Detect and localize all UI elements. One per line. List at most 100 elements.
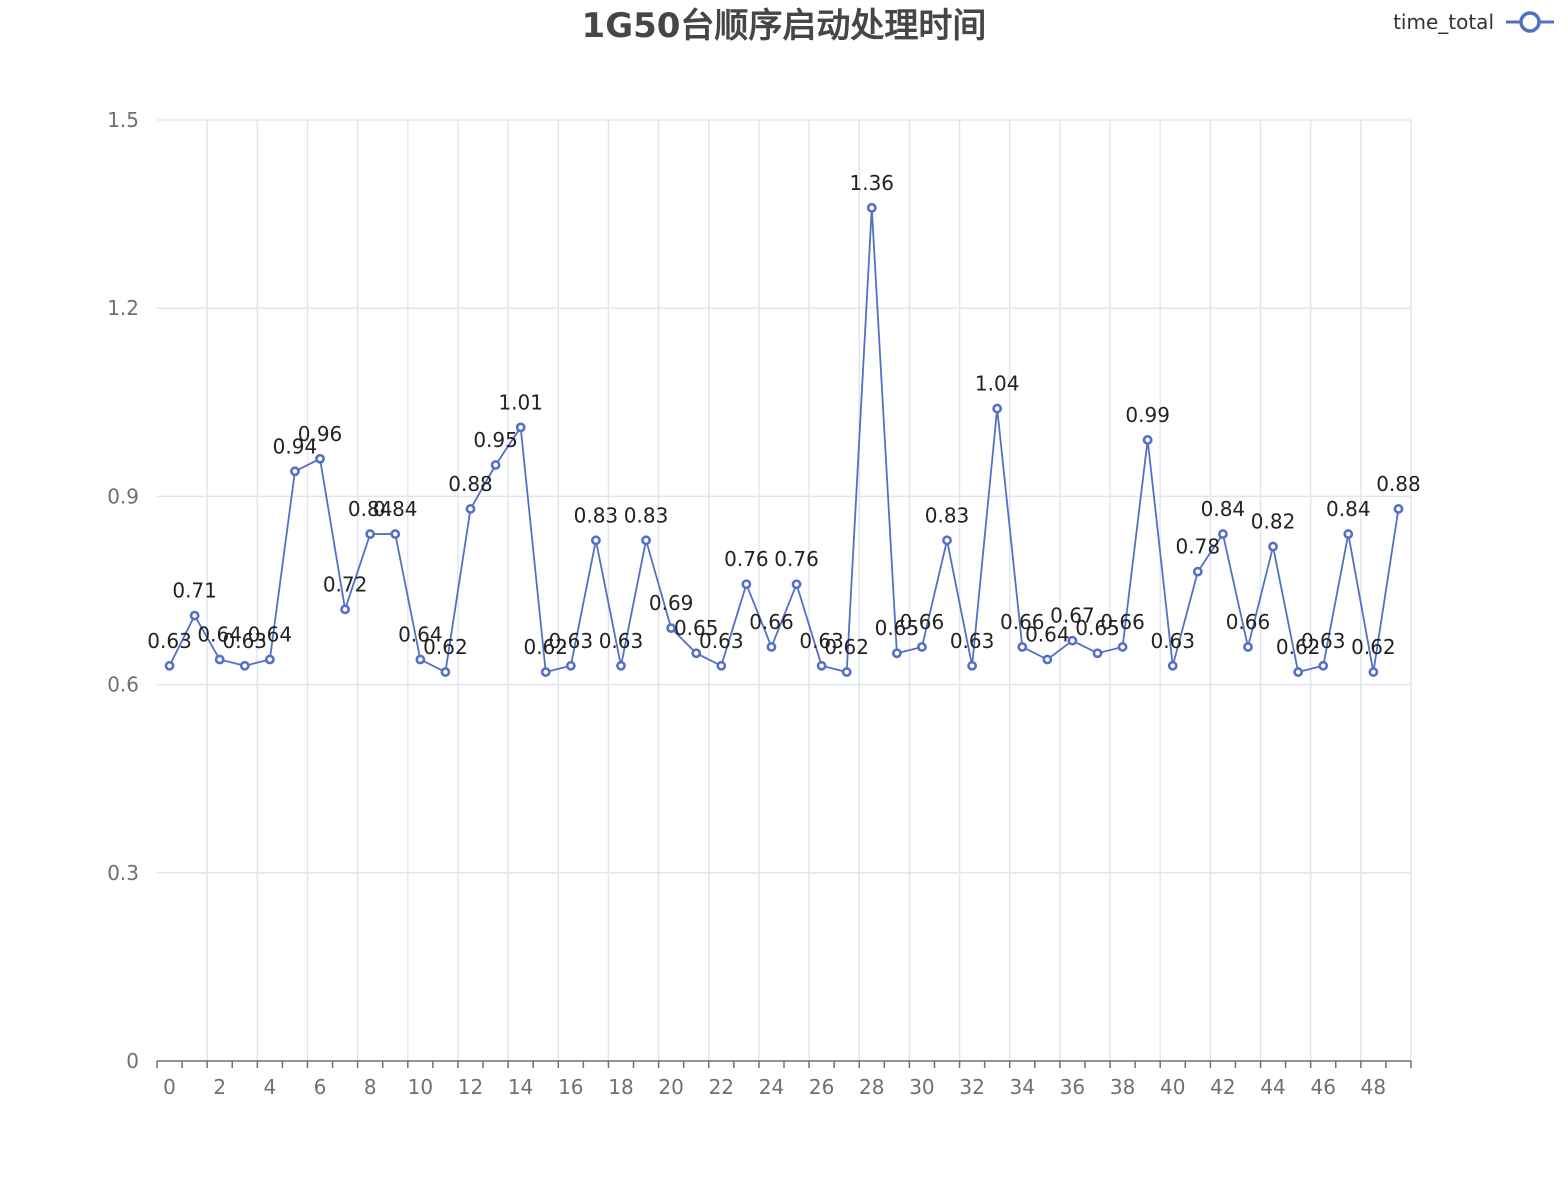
x-tick-label: 38 (1110, 1075, 1135, 1099)
x-tick-label: 14 (508, 1075, 533, 1099)
data-point (1117, 642, 1128, 652)
data-point (465, 504, 476, 514)
x-tick-label: 6 (314, 1075, 327, 1099)
data-label: 0.66 (749, 610, 794, 634)
data-label: 0.88 (1376, 472, 1421, 496)
data-label: 0.63 (799, 629, 844, 653)
data-point (1192, 566, 1203, 577)
data-point (942, 535, 952, 546)
series-line (168, 207, 1400, 674)
data-point (992, 403, 1003, 414)
data-label: 1.04 (975, 372, 1020, 396)
data-point (565, 660, 576, 671)
data-label: 0.66 (1226, 610, 1271, 634)
x-tick-label: 34 (1010, 1075, 1035, 1099)
data-point (816, 660, 827, 671)
data-point (440, 667, 451, 677)
y-tick-label: 0.9 (107, 484, 139, 508)
data-label: 1.01 (498, 390, 543, 414)
data-point (340, 604, 350, 615)
x-tick-label: 16 (558, 1075, 583, 1099)
data-point (189, 610, 200, 621)
data-point (841, 667, 852, 677)
data-label: 0.64 (248, 623, 293, 647)
legend-label: time_total (1393, 10, 1494, 34)
data-label: 0.63 (599, 629, 644, 653)
x-tick-label: 30 (909, 1075, 934, 1099)
data-label: 0.63 (950, 629, 995, 653)
data-label: 0.63 (549, 629, 594, 653)
x-tick-label: 32 (959, 1075, 984, 1099)
x-tick-label: 0 (163, 1075, 176, 1099)
legend[interactable]: time_total (1393, 6, 1556, 38)
data-point (1218, 529, 1228, 539)
y-tick-label: 0 (126, 1049, 139, 1073)
data-label: 0.63 (699, 629, 744, 653)
data-point (1243, 642, 1253, 652)
data-point (515, 422, 526, 433)
data-point (1167, 660, 1178, 671)
data-point (917, 642, 927, 652)
data-label: 0.76 (774, 547, 819, 571)
data-point (164, 660, 175, 671)
data-label: 0.65 (875, 616, 920, 640)
data-label: 1.36 (850, 171, 895, 195)
data-point (1067, 635, 1078, 646)
x-tick-label: 18 (608, 1075, 633, 1099)
y-tick-label: 0.6 (107, 673, 139, 697)
data-point (691, 648, 702, 659)
data-label: 0.64 (1025, 623, 1070, 647)
data-point (390, 529, 401, 539)
data-label: 0.62 (423, 635, 468, 659)
legend-line-marker-icon (1506, 11, 1554, 33)
data-point (1268, 541, 1278, 552)
x-tick-label: 10 (408, 1075, 433, 1099)
data-point (866, 202, 877, 213)
data-point (741, 579, 752, 590)
x-tick-label: 8 (364, 1075, 377, 1099)
data-label: 0.84 (1201, 497, 1246, 521)
x-tick-label: 48 (1361, 1075, 1386, 1099)
data-label: 0.94 (273, 434, 318, 458)
data-point (290, 466, 300, 477)
data-label: 0.62 (824, 635, 869, 659)
x-tick-label: 44 (1260, 1075, 1285, 1099)
data-point (1393, 504, 1404, 514)
data-point (1343, 529, 1354, 539)
data-label: 0.82 (1251, 510, 1296, 534)
data-label: 0.95 (473, 428, 518, 452)
data-point (766, 642, 777, 652)
data-label: 0.99 (1125, 403, 1170, 427)
data-label: 0.66 (1000, 610, 1045, 634)
data-label: 0.63 (1150, 629, 1195, 653)
data-label: 0.64 (197, 623, 242, 647)
data-point (1293, 667, 1304, 677)
x-tick-label: 26 (809, 1075, 834, 1099)
x-tick-label: 28 (859, 1075, 884, 1099)
data-point (666, 623, 677, 634)
data-point (1368, 667, 1379, 677)
y-tick-label: 1.2 (107, 296, 139, 320)
data-point (239, 660, 250, 671)
data-point (214, 654, 225, 665)
data-label: 0.76 (724, 547, 769, 571)
data-label: 0.66 (1100, 610, 1145, 634)
data-label: 0.83 (925, 503, 970, 527)
data-label: 0.84 (348, 497, 393, 521)
data-point (490, 460, 501, 470)
data-label: 0.63 (1301, 629, 1346, 653)
chart-title: 1G50台顺序启动处理时间 (581, 6, 987, 46)
data-point (264, 654, 275, 665)
data-label: 0.66 (900, 610, 945, 634)
x-tick-label: 40 (1160, 1075, 1185, 1099)
data-point (1017, 642, 1028, 652)
data-label: 0.67 (1050, 604, 1095, 628)
data-point (540, 667, 551, 677)
data-label: 0.64 (398, 623, 443, 647)
x-tick-label: 22 (709, 1075, 734, 1099)
data-label: 0.71 (172, 579, 217, 603)
x-tick-label: 2 (213, 1075, 226, 1099)
data-label: 0.83 (624, 503, 669, 527)
data-label: 0.96 (298, 422, 343, 446)
